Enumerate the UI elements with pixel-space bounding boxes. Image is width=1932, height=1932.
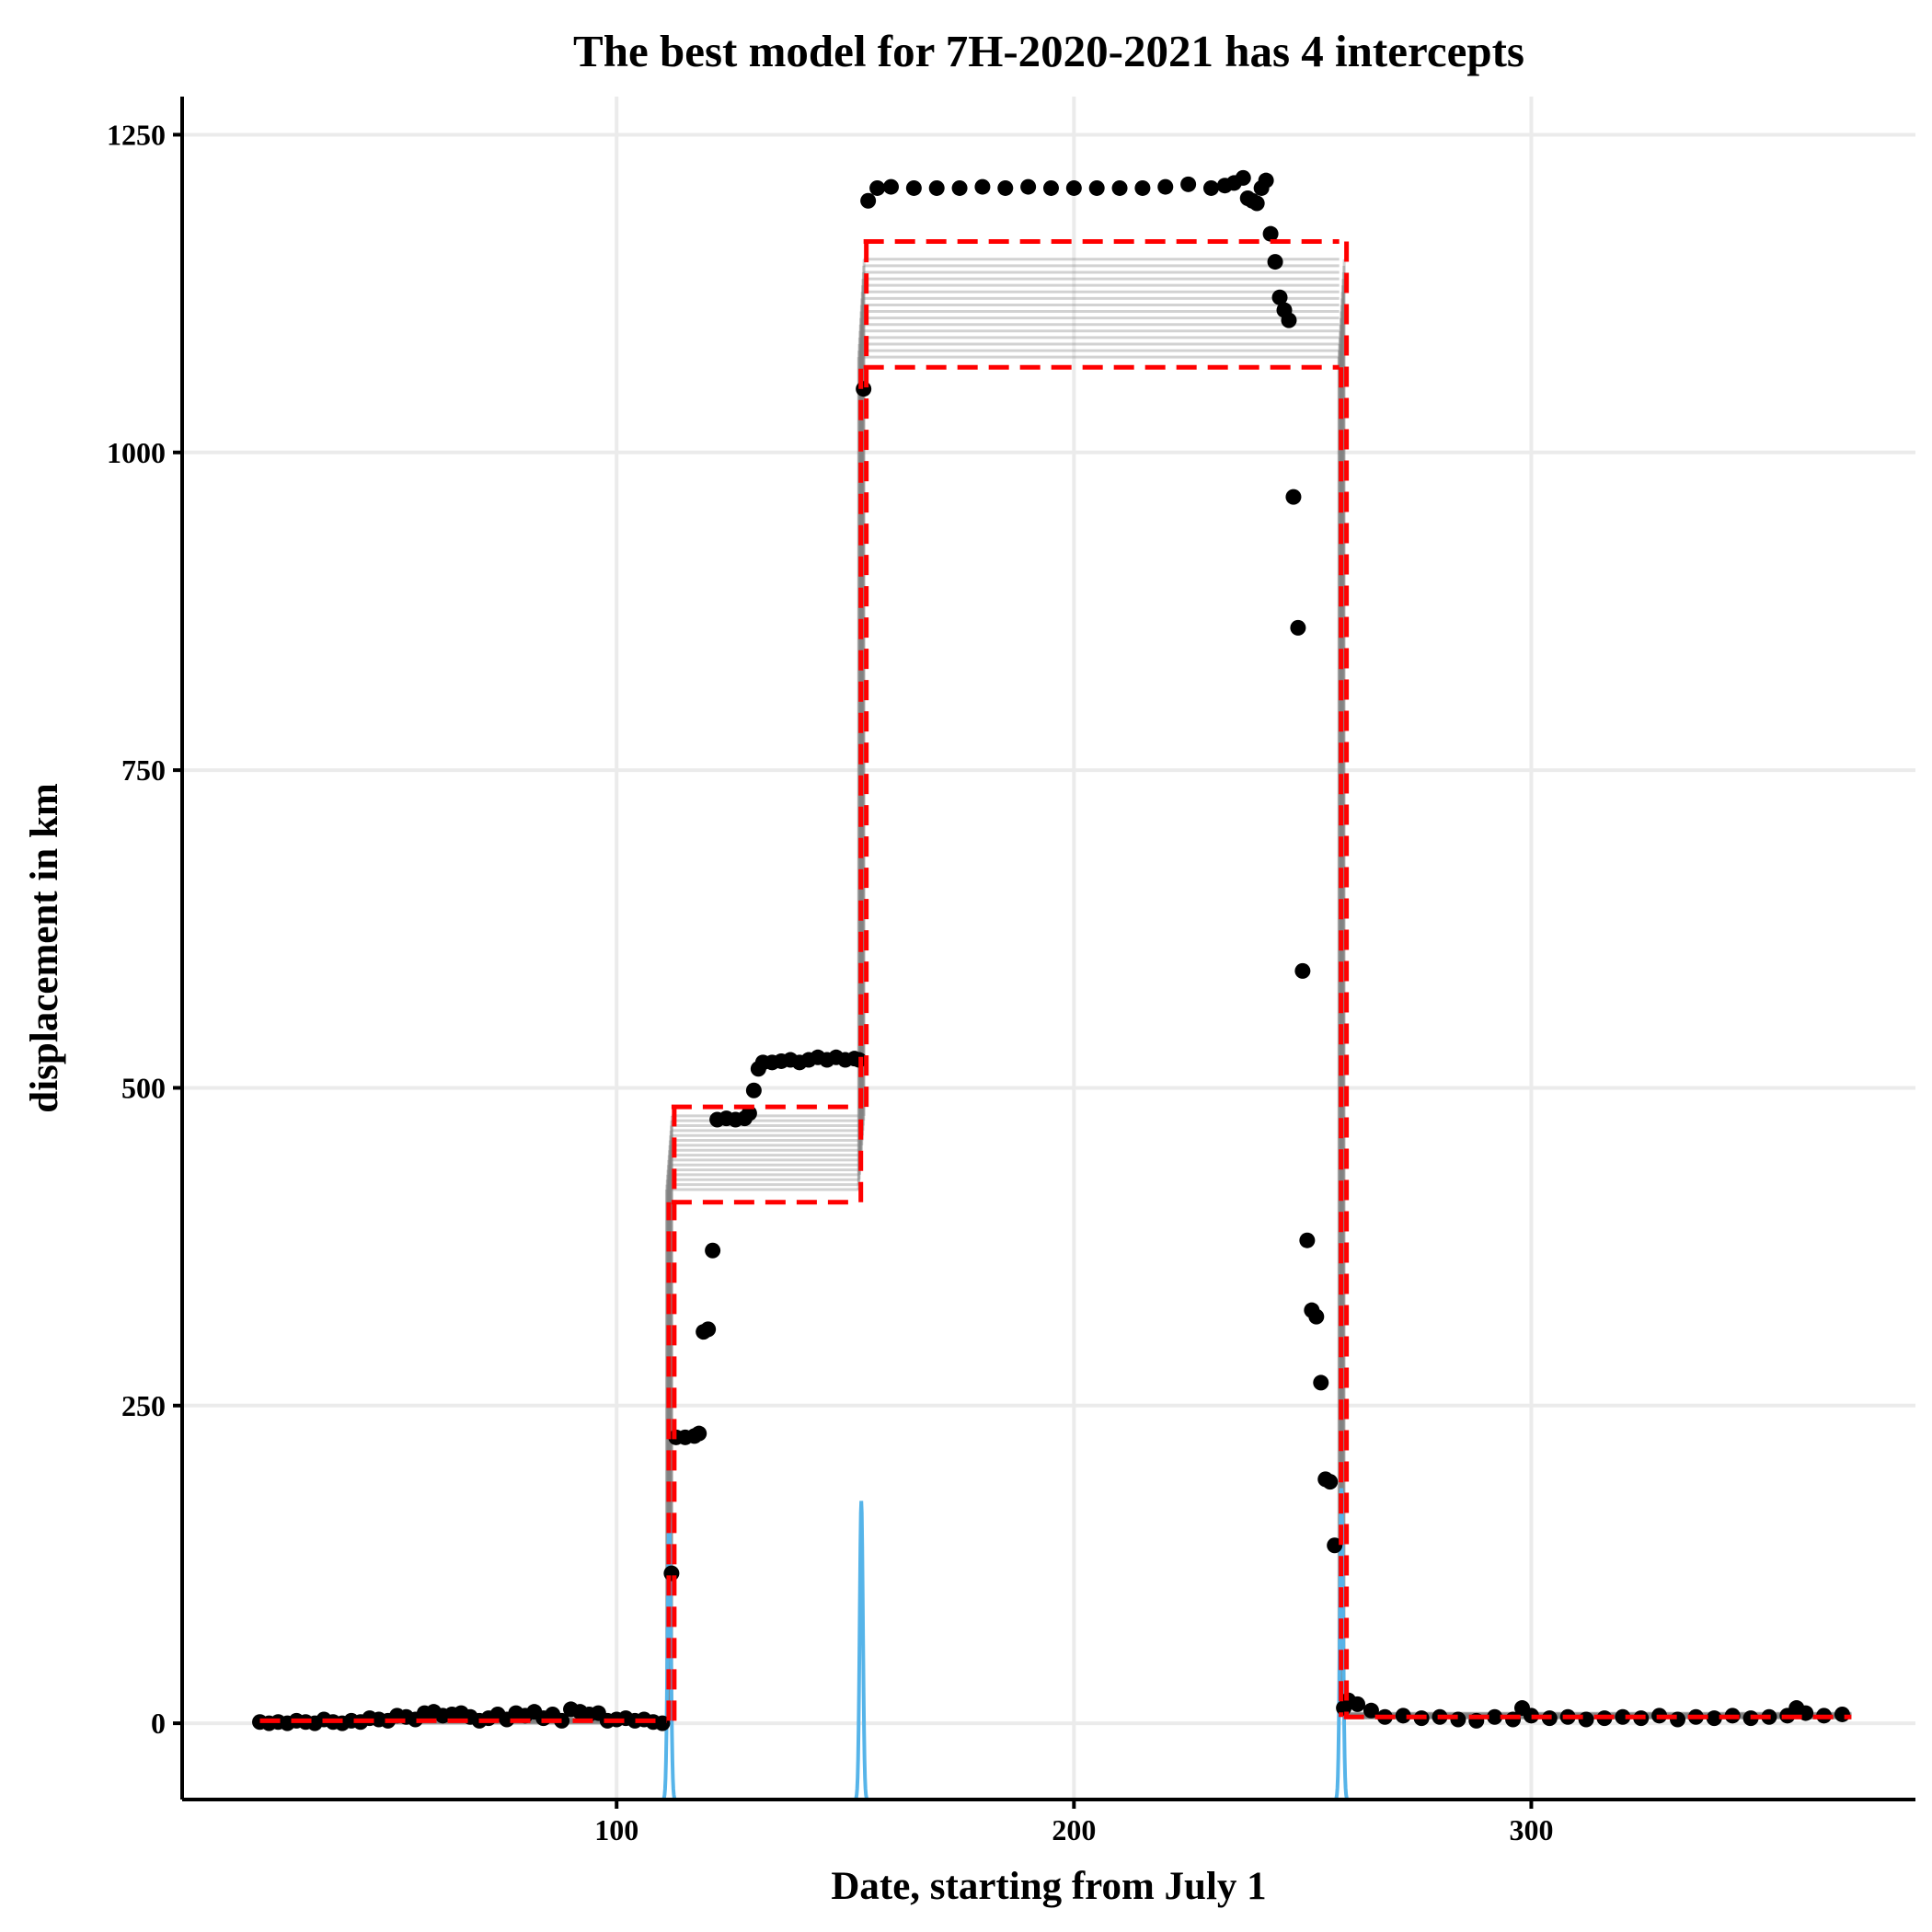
data-points	[252, 169, 1850, 1731]
data-point	[997, 179, 1014, 196]
data-point	[745, 1082, 762, 1098]
data-point	[905, 179, 922, 196]
data-point	[1248, 195, 1265, 212]
data-point	[1350, 1696, 1366, 1712]
y-tick-label: 750	[121, 753, 166, 787]
data-point	[856, 381, 872, 397]
y-tick-label: 500	[121, 1071, 166, 1104]
data-point	[741, 1105, 757, 1121]
data-point	[1134, 179, 1151, 196]
chart-title: The best model for 7H-2020-2021 has 4 in…	[573, 26, 1524, 76]
data-point	[869, 179, 886, 196]
y-tick-label: 1250	[107, 118, 166, 151]
data-point	[1313, 1374, 1329, 1391]
data-point	[883, 178, 900, 195]
data-point	[1042, 179, 1059, 196]
data-point	[928, 179, 945, 196]
data-point	[554, 1712, 570, 1729]
data-point	[1020, 178, 1037, 195]
data-point	[1111, 179, 1128, 196]
data-point	[1578, 1711, 1594, 1728]
data-point	[705, 1242, 721, 1259]
data-point	[1487, 1708, 1503, 1725]
y-tick-label: 250	[121, 1389, 166, 1422]
data-point	[1271, 289, 1288, 305]
data-point	[860, 192, 877, 209]
x-tick-label: 100	[594, 1813, 638, 1846]
y-tick-label: 0	[151, 1707, 166, 1740]
data-point	[1670, 1711, 1686, 1728]
data-point	[1157, 178, 1174, 195]
density-peak	[852, 1501, 871, 1801]
data-point	[1202, 179, 1219, 196]
data-point	[1294, 962, 1311, 979]
data-point	[654, 1715, 671, 1731]
x-tick-label: 300	[1509, 1813, 1553, 1846]
data-point	[1834, 1706, 1850, 1722]
data-point	[1258, 172, 1274, 189]
data-point	[1615, 1708, 1631, 1725]
data-point	[1088, 179, 1105, 196]
x-tick-labels: 100 200 300	[594, 1813, 1553, 1846]
data-point	[1267, 254, 1283, 270]
data-point	[700, 1321, 717, 1338]
data-point	[1363, 1702, 1379, 1719]
data-point	[1450, 1711, 1466, 1728]
data-point	[663, 1565, 680, 1581]
gridlines	[182, 97, 1915, 1800]
data-point	[1706, 1710, 1722, 1727]
data-point	[1299, 1232, 1316, 1248]
data-point	[1523, 1708, 1539, 1724]
data-point	[974, 178, 991, 195]
x-axis-label: Date, starting from July 1	[831, 1865, 1266, 1908]
data-point	[951, 179, 968, 196]
data-point	[1235, 169, 1251, 186]
data-point	[1322, 1474, 1339, 1490]
data-point	[691, 1425, 707, 1442]
posterior-draws	[259, 258, 1852, 1725]
data-point	[1285, 489, 1302, 505]
data-point	[1327, 1537, 1343, 1554]
model-bounds	[259, 238, 1852, 1723]
data-point	[1065, 179, 1082, 196]
data-point	[1308, 1308, 1325, 1325]
axes	[173, 97, 1915, 1809]
data-point	[1180, 176, 1197, 192]
y-tick-label: 1000	[107, 436, 166, 469]
data-point	[1290, 619, 1306, 636]
data-point	[1395, 1708, 1411, 1724]
y-axis-label: displacement in km	[23, 783, 66, 1113]
data-point	[1281, 312, 1297, 328]
data-point	[1262, 225, 1279, 242]
changepoint-density	[660, 1488, 1351, 1801]
y-tick-labels: 0 250 500 750 1000 1250	[107, 118, 166, 1740]
x-tick-label: 200	[1052, 1813, 1096, 1846]
